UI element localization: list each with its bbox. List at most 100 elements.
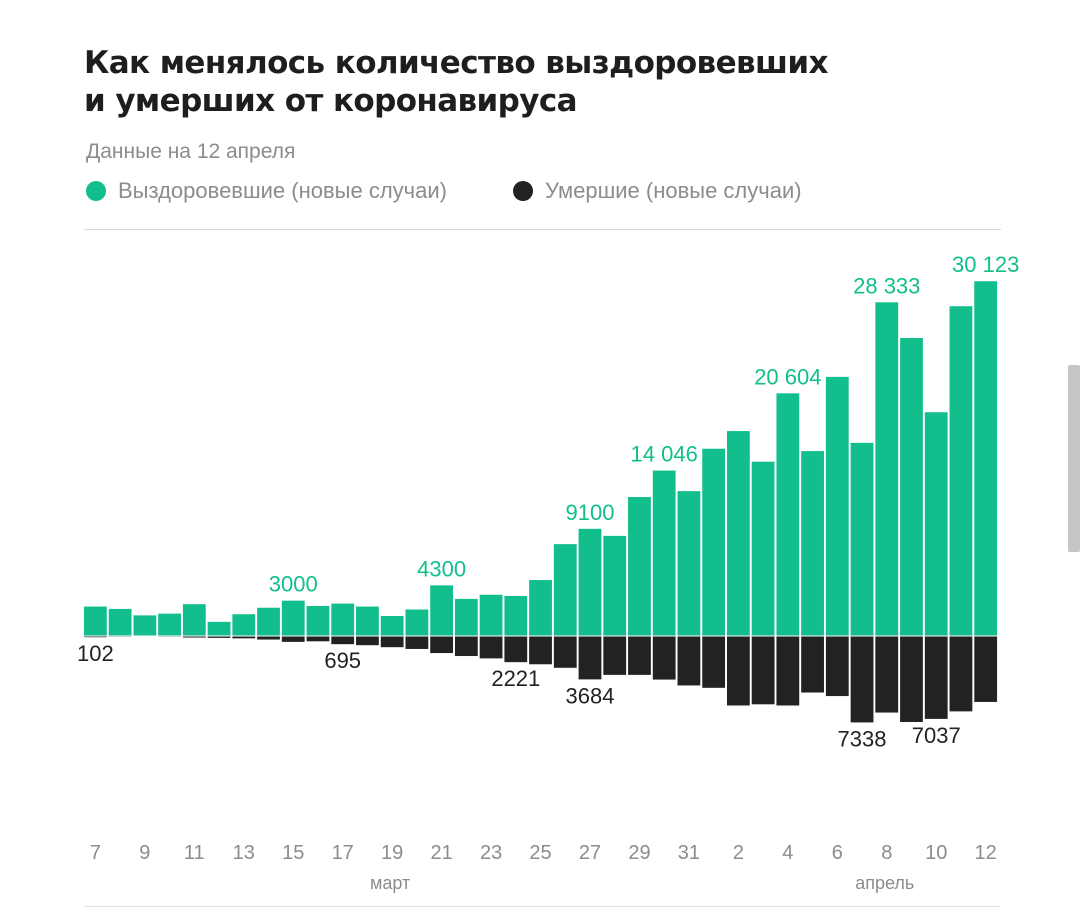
data-label-deaths: 695 (324, 648, 361, 673)
bar-recovered (281, 600, 305, 636)
data-label-recovered: 30 123 (952, 252, 1019, 277)
x-tick-label: 27 (579, 842, 601, 864)
bar-deaths (529, 636, 552, 665)
bar-deaths (356, 636, 379, 646)
bar-recovered (529, 580, 552, 636)
bar-recovered (84, 606, 107, 636)
bar-recovered (949, 306, 973, 636)
x-month-label: апрель (855, 873, 914, 893)
bar-deaths (850, 636, 874, 723)
bar-recovered (306, 605, 330, 636)
bar-recovered (182, 604, 206, 636)
bar-deaths (702, 636, 726, 688)
x-tick-label: 29 (628, 842, 650, 864)
bar-deaths (974, 636, 998, 702)
bar-deaths (281, 636, 305, 642)
bar-deaths (578, 636, 602, 680)
bar-deaths (430, 636, 454, 654)
bar-recovered (875, 302, 899, 636)
x-tick-label: 21 (430, 842, 452, 864)
x-tick-label: 4 (782, 842, 793, 864)
bar-deaths (875, 636, 899, 713)
bar-recovered (430, 585, 454, 636)
chart-title: Как менялось количество выздоровевших и … (84, 44, 984, 120)
bar-recovered (751, 461, 775, 636)
bar-recovered (479, 594, 503, 636)
bar-deaths (232, 636, 256, 639)
bar-recovered (257, 607, 280, 636)
title-line-2: и умерших от коронавируса (84, 83, 578, 119)
data-label-recovered: 4300 (417, 556, 466, 581)
bar-recovered (578, 528, 602, 636)
bar-recovered (924, 412, 948, 636)
bar-recovered (380, 615, 404, 636)
x-tick-label: 9 (139, 842, 150, 864)
x-tick-label: 31 (678, 842, 700, 864)
bar-deaths (825, 636, 849, 697)
bar-recovered (726, 431, 750, 636)
x-tick-label: 12 (975, 842, 997, 864)
x-tick-label: 10 (925, 842, 947, 864)
bar-recovered (900, 338, 923, 636)
bar-deaths (380, 636, 404, 648)
data-label-deaths: 2221 (491, 666, 540, 691)
bar-recovered (603, 535, 627, 636)
x-tick-label: 11 (184, 842, 205, 864)
legend-label-recovered: Выздоровевшие (новые случаи) (118, 178, 447, 203)
legend-label-deaths: Умершие (новые случаи) (545, 178, 802, 203)
bar-recovered (702, 448, 726, 636)
bar-recovered (133, 615, 157, 636)
chart-bottom-divider (84, 906, 1001, 907)
bar-recovered (405, 609, 429, 636)
data-label-recovered: 3000 (269, 572, 318, 597)
bar-deaths (331, 636, 355, 645)
bar-deaths (306, 636, 330, 642)
bar-deaths (677, 636, 701, 686)
legend: Выздоровевшие (новые случаи) Умершие (но… (86, 176, 802, 206)
bar-recovered (331, 603, 355, 636)
bar-recovered (628, 497, 651, 636)
bar-deaths (257, 636, 280, 640)
bar-deaths (454, 636, 478, 657)
bar-recovered (158, 613, 181, 636)
bar-deaths (553, 636, 577, 668)
data-label-deaths: 7338 (838, 726, 887, 751)
legend-item-deaths: Умершие (новые случаи) (513, 178, 802, 204)
bar-deaths (207, 636, 231, 638)
x-tick-label: 7 (90, 842, 101, 864)
bar-recovered (232, 614, 256, 636)
x-tick-label: 23 (480, 842, 502, 864)
data-label-recovered: 14 046 (631, 442, 698, 467)
chart-top-divider (84, 229, 1001, 230)
data-label-recovered: 9100 (566, 500, 615, 525)
bar-deaths (776, 636, 800, 706)
x-tick-label: 19 (381, 842, 403, 864)
bar-recovered (454, 598, 478, 636)
x-tick-label: 2 (733, 842, 744, 864)
bar-recovered (974, 281, 998, 636)
bar-recovered (504, 595, 528, 636)
bar-deaths (84, 636, 107, 638)
legend-swatch-deaths (513, 181, 533, 201)
x-tick-label: 6 (832, 842, 843, 864)
x-tick-label: 25 (529, 842, 551, 864)
x-tick-label: 8 (881, 842, 892, 864)
scrollbar-thumb[interactable] (1068, 365, 1080, 552)
bar-recovered (825, 376, 849, 636)
chart-subtitle: Данные на 12 апреля (86, 140, 296, 163)
bar-deaths (924, 636, 948, 719)
x-tick-label: 17 (332, 842, 354, 864)
data-label-deaths: 7037 (912, 723, 961, 748)
bar-recovered (652, 470, 676, 636)
bar-recovered (356, 606, 379, 636)
bar-deaths (405, 636, 429, 649)
bar-recovered (207, 621, 231, 636)
bar-deaths (628, 636, 651, 675)
bar-deaths (949, 636, 973, 712)
bar-deaths (652, 636, 676, 680)
bar-deaths (182, 636, 206, 638)
bar-recovered (108, 608, 132, 636)
data-label-deaths: 102 (77, 641, 114, 666)
x-tick-label: 15 (282, 842, 304, 864)
x-tick-label: 13 (233, 842, 255, 864)
